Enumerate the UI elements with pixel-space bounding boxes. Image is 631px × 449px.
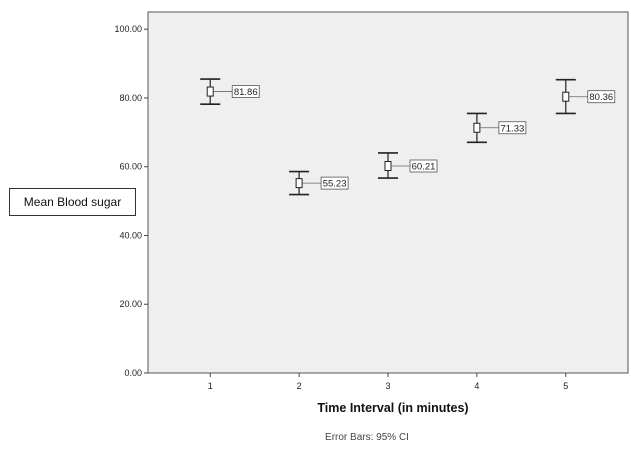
- data-label: 71.33: [500, 123, 524, 134]
- footnote: Error Bars: 95% CI: [325, 432, 409, 443]
- data-label-box: [231, 85, 260, 98]
- mean-marker: [562, 91, 570, 102]
- x-axis-label: Time Interval (in minutes): [317, 401, 468, 415]
- error-bar-point: 81.86: [200, 78, 260, 105]
- y-axis-label: Mean Blood sugar: [9, 188, 136, 216]
- y-tick-label: 100.00: [114, 24, 142, 34]
- x-tick-label: 5: [563, 381, 568, 391]
- y-tick-label: 80.00: [119, 93, 142, 103]
- x-tick-label: 2: [297, 381, 302, 391]
- mean-marker: [295, 178, 303, 189]
- y-axis: 0.00 20.00 40.00 60.00 80.00 100.00: [114, 24, 148, 378]
- error-bar-point: 55.23: [289, 170, 349, 196]
- mean-marker: [206, 86, 214, 97]
- data-label: 80.36: [589, 92, 613, 103]
- error-bar-point: 71.33: [466, 112, 527, 144]
- data-label-box: [498, 121, 527, 135]
- y-tick-label: 0.00: [124, 368, 142, 378]
- x-tick-label: 4: [474, 381, 479, 391]
- y-tick-label: 60.00: [119, 162, 142, 172]
- data-label-box: [587, 90, 616, 104]
- x-tick-label: 1: [208, 381, 213, 391]
- mean-marker: [384, 160, 392, 171]
- data-label: 81.86: [234, 87, 258, 98]
- error-bar-point: 60.21: [378, 152, 438, 179]
- data-label: 60.21: [412, 161, 436, 172]
- data-label-box: [409, 159, 438, 173]
- data-label-box: [320, 176, 349, 190]
- plot-area: [147, 11, 629, 374]
- data-label: 55.23: [323, 179, 347, 190]
- y-tick-label: 40.00: [119, 230, 142, 240]
- data-marks: 81.86 55.23 60.21 71.33 80.36: [200, 78, 616, 196]
- x-tick-label: 3: [385, 381, 390, 391]
- mean-marker: [473, 122, 481, 133]
- x-axis: 1 2 3 4 5: [208, 373, 568, 391]
- y-tick-label: 20.00: [119, 299, 142, 309]
- error-bar-point: 80.36: [555, 78, 616, 115]
